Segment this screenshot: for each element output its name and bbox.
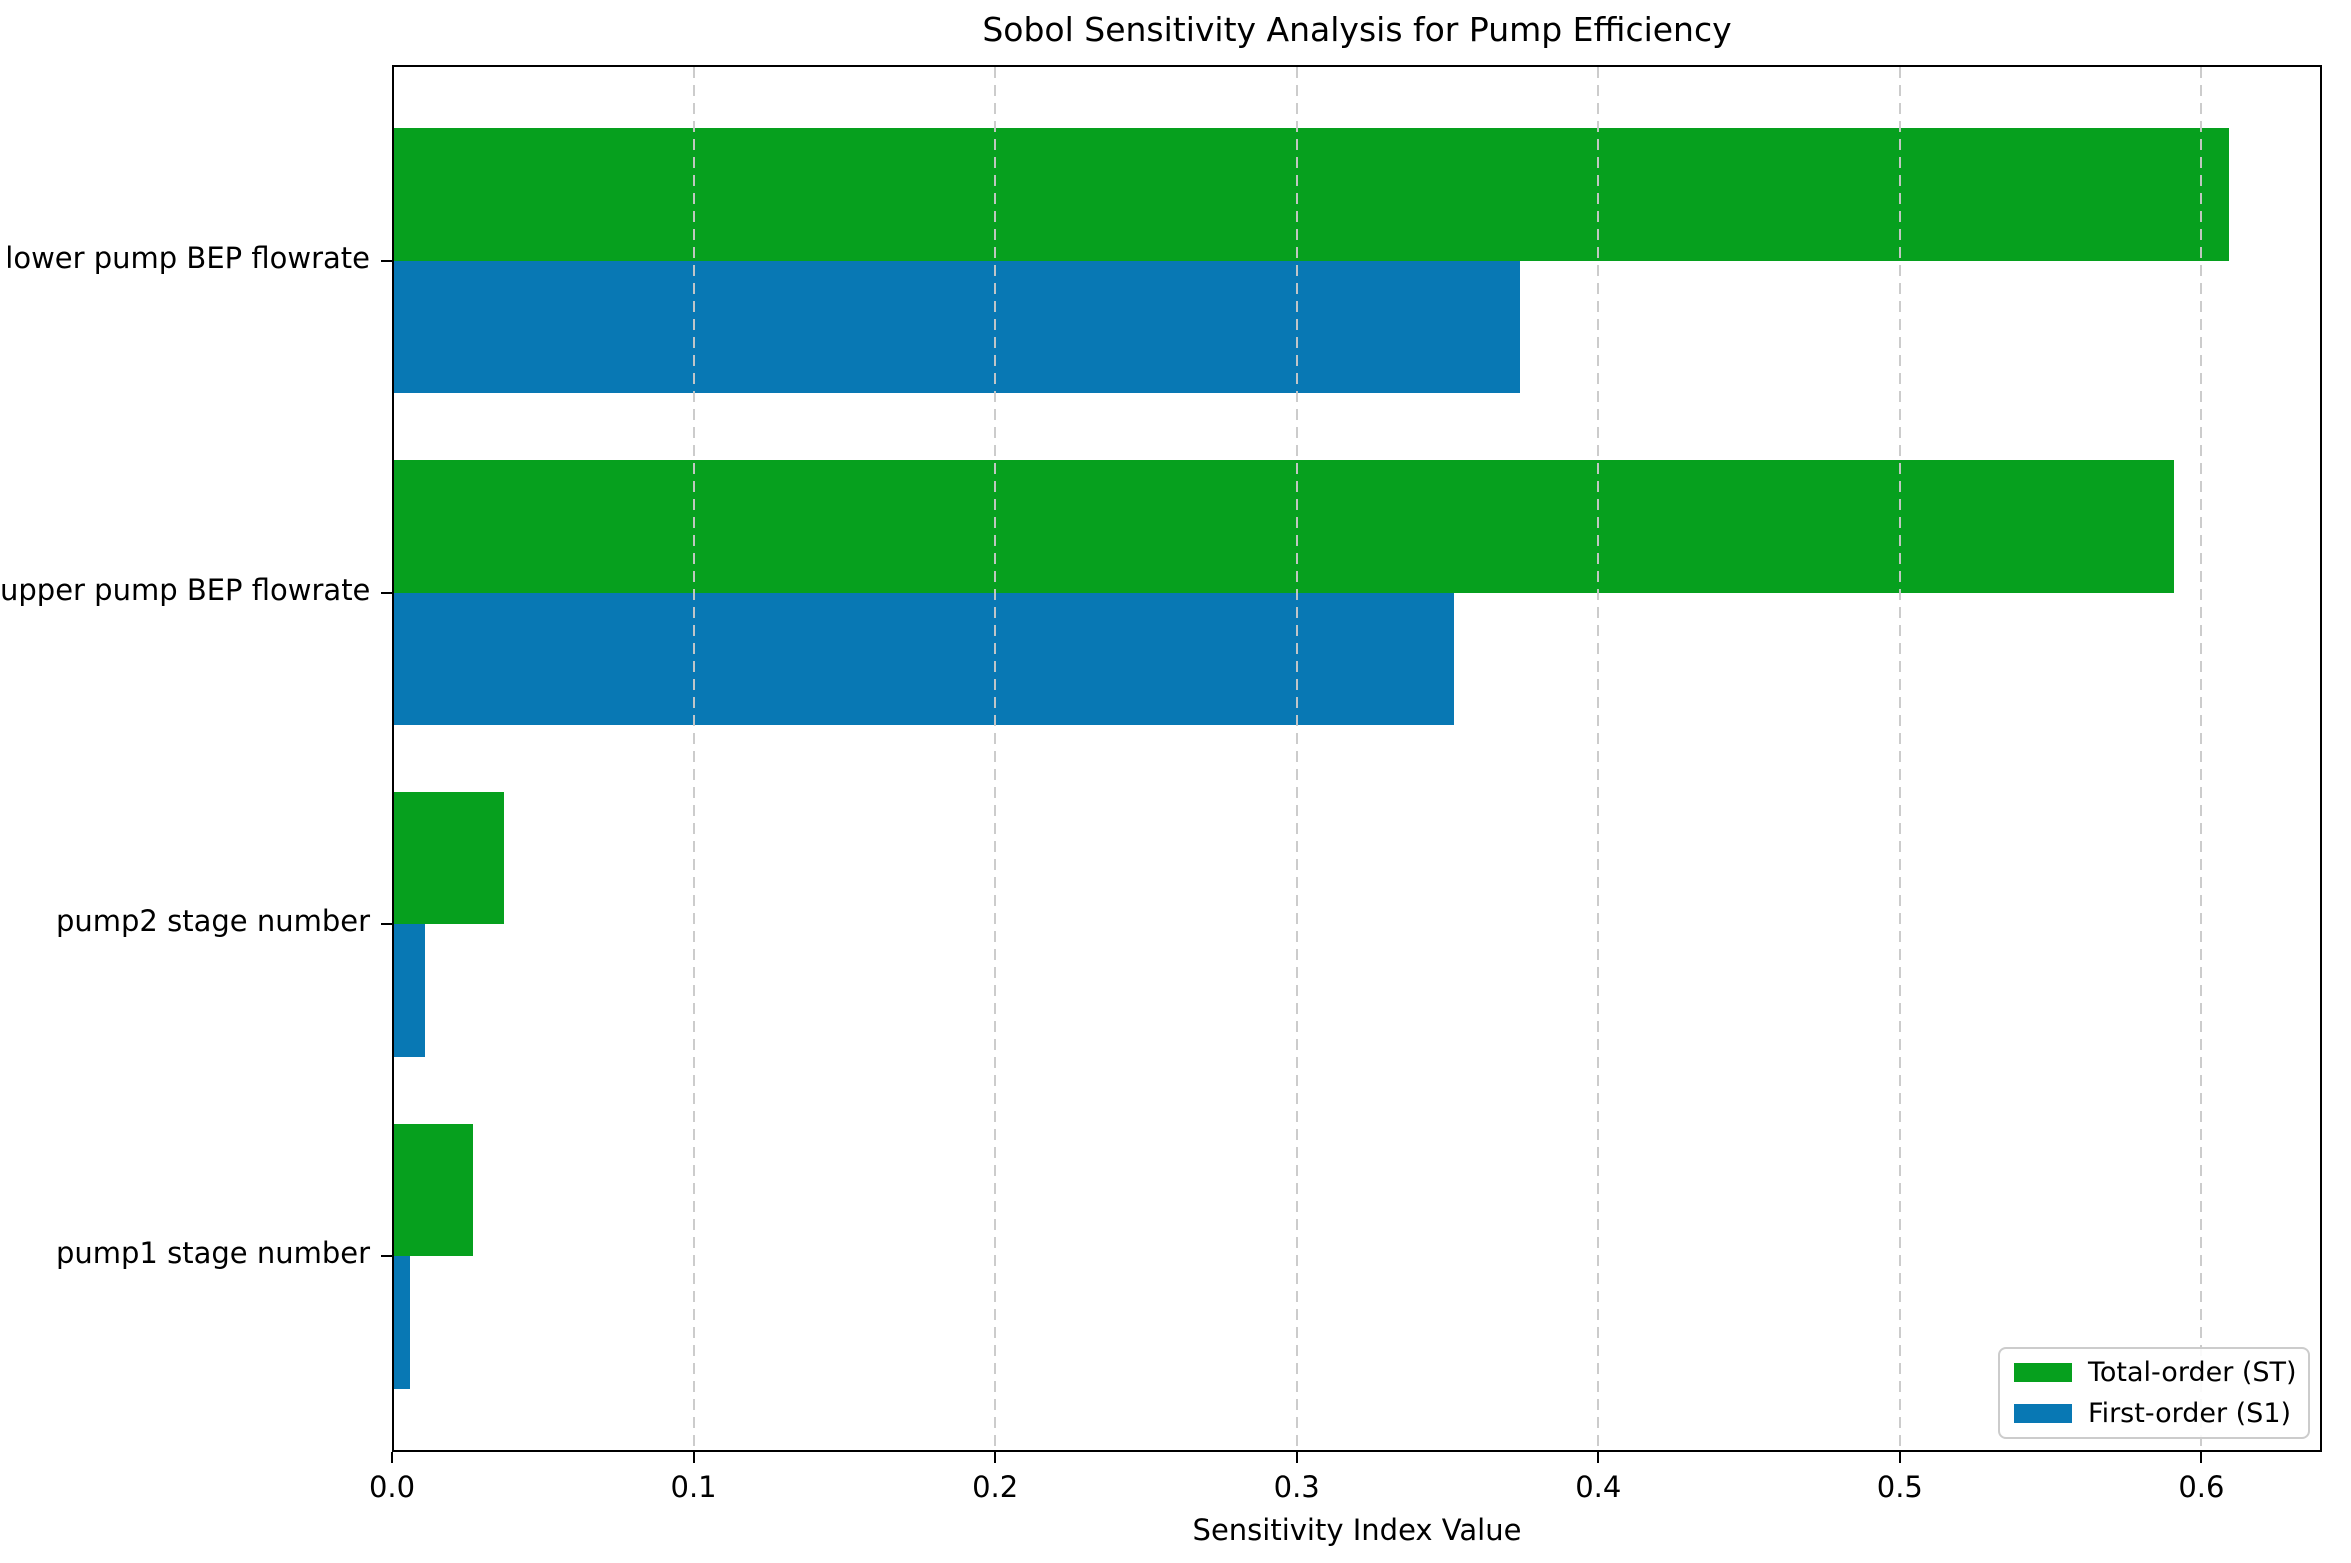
x-tick-mark-0.2 <box>994 1452 997 1463</box>
gridline-x-0.3 <box>1295 67 1298 1450</box>
legend-swatch-total-order <box>2014 1363 2072 1382</box>
x-tick-mark-0.3 <box>1295 1452 1298 1463</box>
bar-total-order-row0 <box>394 128 2229 261</box>
x-axis-label: Sensitivity Index Value <box>1192 1513 1522 1547</box>
y-tick-mark-row2 <box>381 923 392 926</box>
bar-first-order-row0 <box>394 260 1520 394</box>
x-tick-label-0.0: 0.0 <box>368 1470 416 1504</box>
chart-title: Sobol Sensitivity Analysis for Pump Effi… <box>982 10 1732 49</box>
bar-first-order-row1 <box>394 592 1454 726</box>
gridline-x-0.4 <box>1597 67 1600 1450</box>
x-tick-mark-0.4 <box>1597 1452 1600 1463</box>
x-tick-mark-0.5 <box>1898 1452 1901 1463</box>
x-tick-mark-0.6 <box>2200 1452 2203 1463</box>
legend-item-first-order: First-order (S1) <box>2014 1398 2294 1429</box>
gridline-x-0.1 <box>692 67 695 1450</box>
bar-total-order-row2 <box>394 791 504 925</box>
x-tick-label-0.1: 0.1 <box>670 1470 717 1504</box>
legend: Total-order (ST) First-order (S1) <box>1998 1347 2310 1439</box>
bar-total-order-row1 <box>394 459 2175 593</box>
y-tick-label-row2: pump2 stage number <box>55 904 370 939</box>
x-tick-label-0.5: 0.5 <box>1876 1470 1923 1504</box>
y-tick-label-row1: upper pump BEP flowrate <box>0 572 371 607</box>
gridline-x-0.5 <box>1898 67 1901 1450</box>
gridline-x-0.6 <box>2200 67 2203 1450</box>
gridline-x-0.2 <box>994 67 997 1450</box>
legend-label-first-order: First-order (S1) <box>2088 1398 2292 1429</box>
bar-first-order-row3 <box>394 1256 411 1389</box>
x-tick-label-0.6: 0.6 <box>2178 1470 2225 1504</box>
y-tick-mark-row0 <box>381 259 392 262</box>
bar-total-order-row3 <box>394 1123 474 1257</box>
bar-first-order-row2 <box>394 924 426 1058</box>
x-tick-mark-0.0 <box>391 1452 393 1463</box>
x-tick-label-0.4: 0.4 <box>1575 1470 1622 1504</box>
x-tick-label-0.3: 0.3 <box>1273 1470 1320 1504</box>
y-tick-label-row0: lower pump BEP flowrate <box>5 240 370 275</box>
legend-swatch-first-order <box>2014 1404 2072 1423</box>
x-tick-mark-0.1 <box>692 1452 695 1463</box>
y-tick-label-row3: pump1 stage number <box>55 1236 370 1271</box>
legend-label-total-order: Total-order (ST) <box>2088 1357 2297 1388</box>
y-tick-mark-row3 <box>381 1255 392 1258</box>
legend-item-total-order: Total-order (ST) <box>2014 1357 2297 1388</box>
y-tick-mark-row1 <box>381 591 392 594</box>
x-tick-label-0.2: 0.2 <box>972 1470 1019 1504</box>
